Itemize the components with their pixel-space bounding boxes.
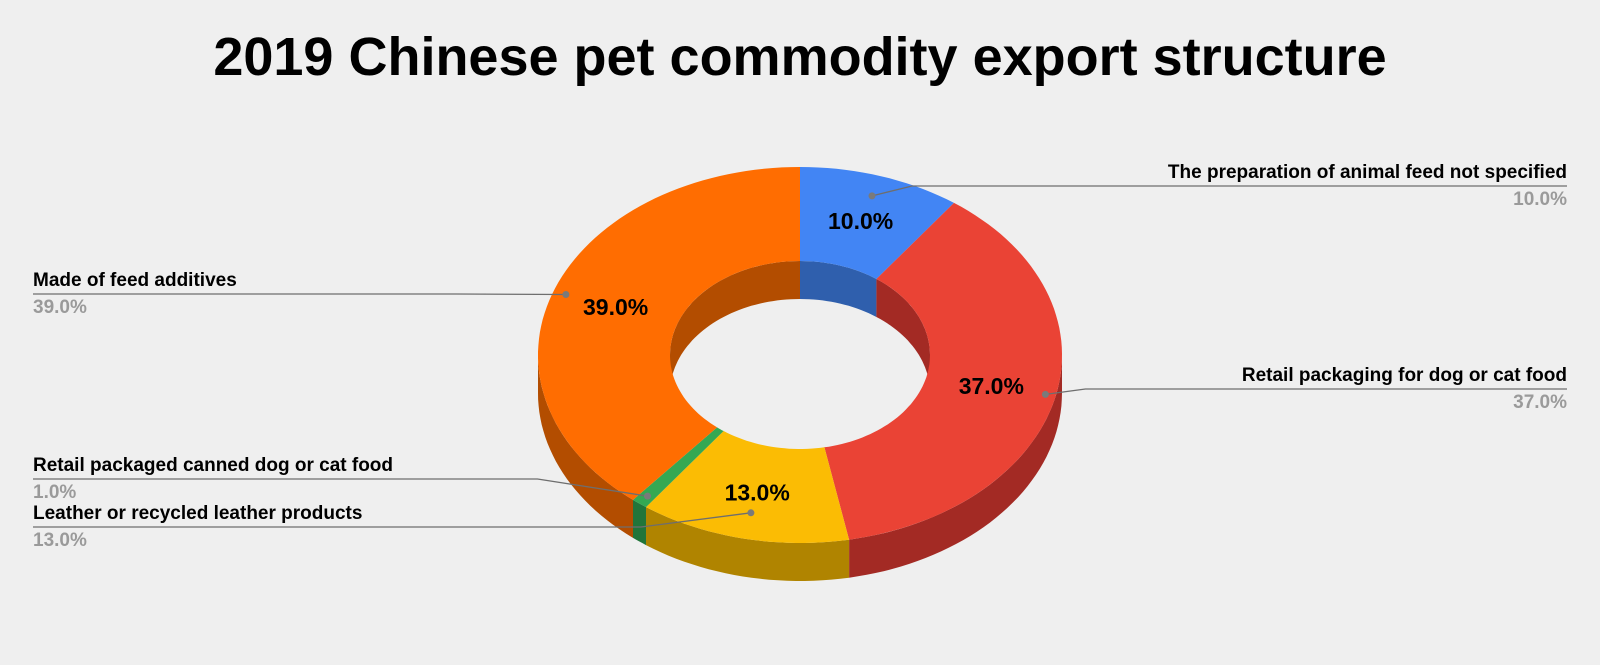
leader-line-0 bbox=[871, 185, 1567, 197]
slice-top-4 bbox=[538, 167, 800, 500]
slice-top-2 bbox=[646, 431, 850, 543]
chart-title: 2019 Chinese pet commodity export struct… bbox=[213, 27, 1387, 87]
slice-top-0 bbox=[800, 167, 954, 279]
leader-line-2 bbox=[33, 512, 751, 528]
slice-top-1 bbox=[824, 202, 1062, 540]
leader-dot-2 bbox=[747, 509, 755, 517]
outer-wall-4 bbox=[538, 355, 633, 538]
outer-wall-2 bbox=[646, 507, 850, 581]
outer-wall-3 bbox=[633, 499, 646, 546]
callout-value-2: 13.0% bbox=[33, 530, 87, 551]
inner-wall-1-1 bbox=[876, 279, 930, 393]
leader-dot-1 bbox=[1041, 390, 1049, 398]
callout-name-4: Made of feed additives bbox=[33, 270, 237, 291]
leader-lines bbox=[33, 185, 1567, 528]
slice-value-label-1: 37.0% bbox=[959, 373, 1024, 399]
callout-value-4: 39.0% bbox=[33, 297, 87, 318]
callout-value-3: 1.0% bbox=[33, 482, 76, 503]
outer-wall-1 bbox=[849, 355, 1062, 578]
callout-value-0: 10.0% bbox=[1513, 189, 1567, 210]
leader-line-1 bbox=[1045, 388, 1567, 396]
inner-wall-4-0 bbox=[670, 261, 800, 393]
slice-labels: 10.0% 37.0% 13.0% 39.0% bbox=[583, 208, 1024, 506]
leader-line-3 bbox=[33, 478, 648, 497]
leader-dot-3 bbox=[644, 492, 651, 500]
callout-labels: The preparation of animal feed not speci… bbox=[33, 162, 1567, 551]
callout-value-1: 37.0% bbox=[1513, 392, 1567, 413]
leader-dot-0 bbox=[868, 192, 876, 200]
donut-top-faces bbox=[538, 167, 1062, 543]
leader-line-4 bbox=[33, 293, 566, 296]
donut-inner-walls bbox=[670, 261, 930, 393]
inner-wall-0-1 bbox=[800, 261, 877, 317]
slice-value-label-0: 10.0% bbox=[828, 208, 893, 234]
callout-name-2: Leather or recycled leather products bbox=[33, 503, 362, 524]
donut-sides bbox=[538, 355, 1062, 581]
callout-name-3: Retail packaged canned dog or cat food bbox=[33, 455, 393, 476]
slice-value-label-2: 13.0% bbox=[725, 480, 790, 506]
slice-top-3 bbox=[633, 427, 724, 508]
slice-value-label-4: 39.0% bbox=[583, 294, 648, 320]
callout-name-1: Retail packaging for dog or cat food bbox=[1242, 365, 1567, 386]
callout-name-0: The preparation of animal feed not speci… bbox=[1168, 162, 1567, 183]
leader-dot-4 bbox=[562, 291, 570, 298]
